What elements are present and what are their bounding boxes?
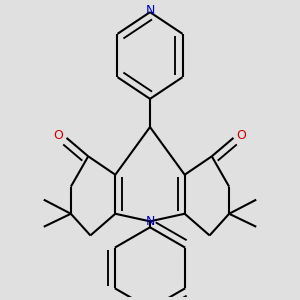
Text: N: N — [145, 4, 155, 17]
Text: O: O — [53, 129, 63, 142]
Text: N: N — [145, 215, 155, 228]
Text: O: O — [237, 129, 247, 142]
